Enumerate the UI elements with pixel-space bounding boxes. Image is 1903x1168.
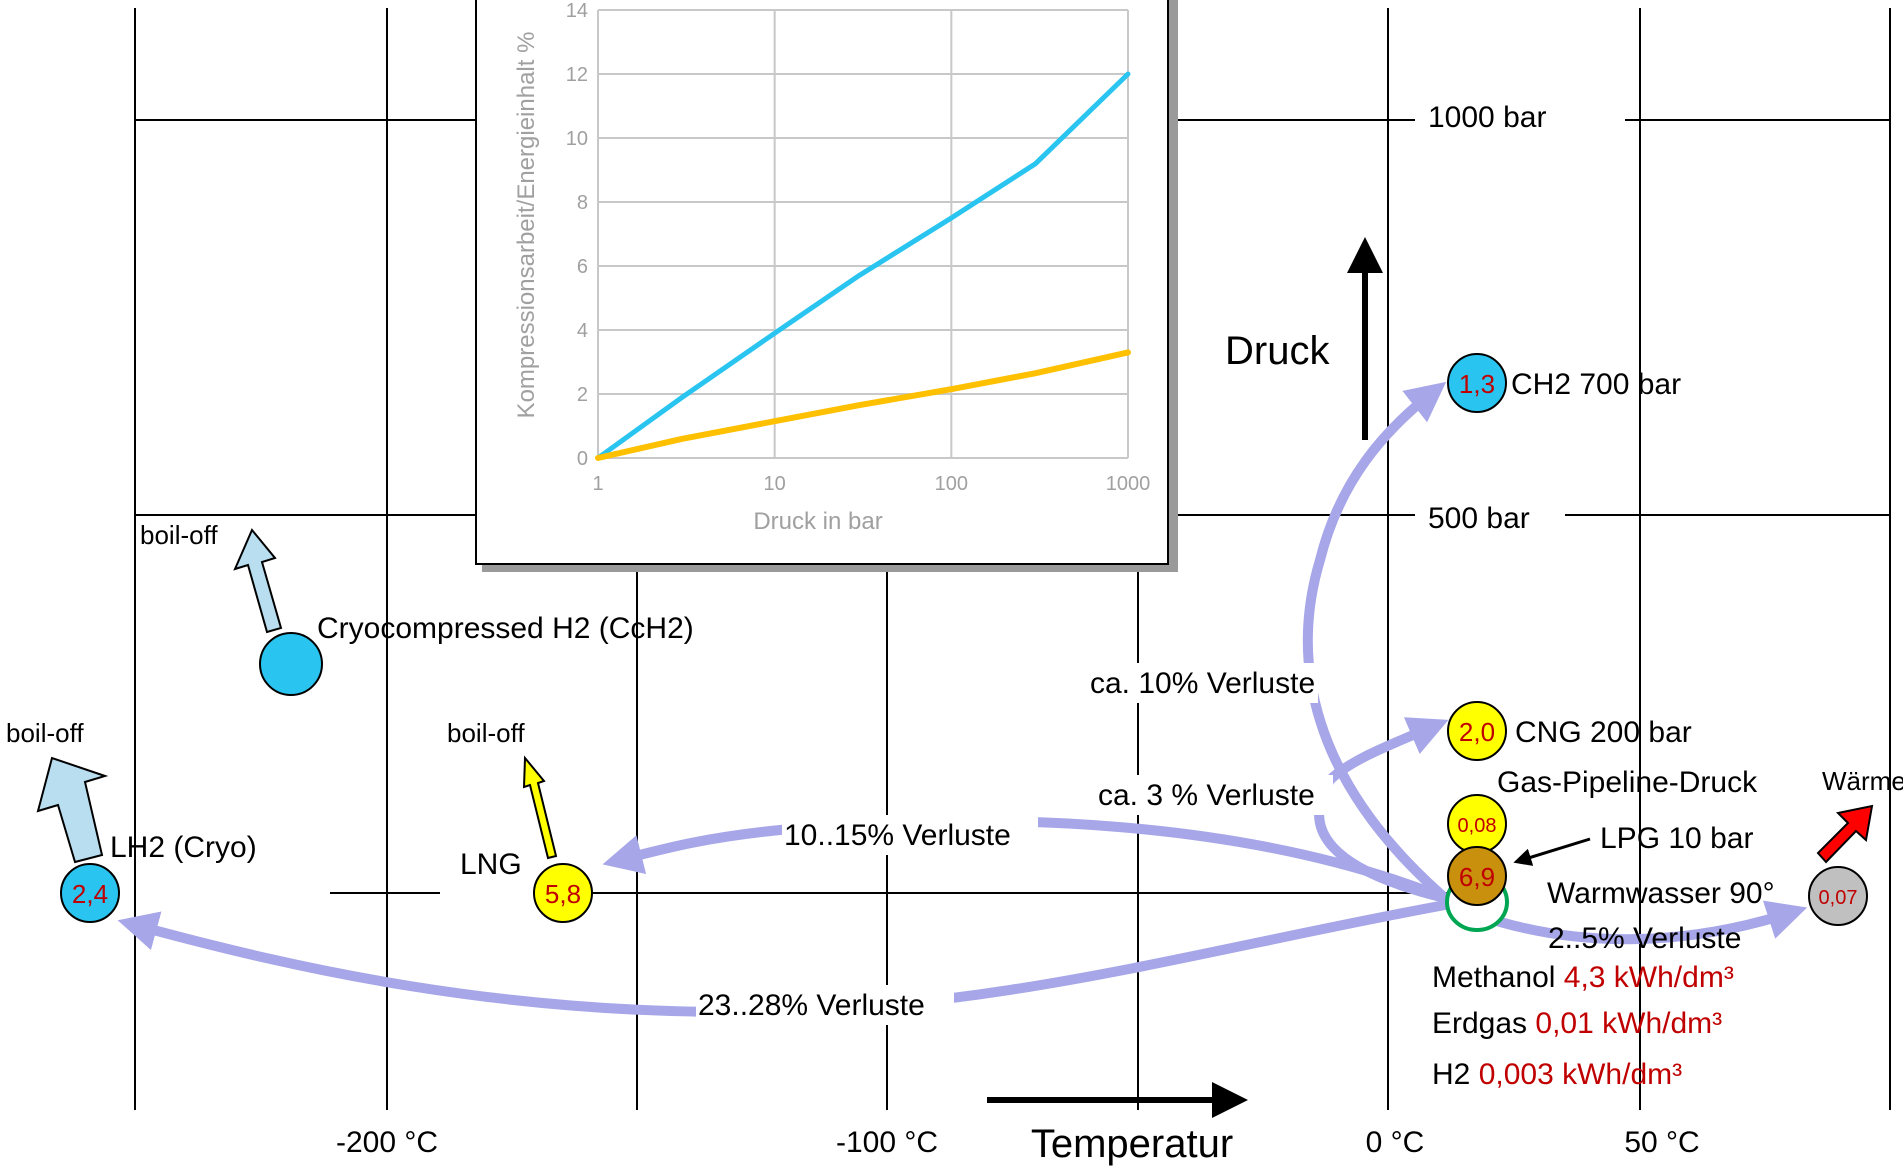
- label-pipeline: Gas-Pipeline-Druck: [1497, 766, 1758, 799]
- tick-minus200: -200 °C: [336, 1126, 438, 1159]
- inset-ytick-label: 4: [577, 320, 588, 342]
- temperature-tick-labels: -200 °C -100 °C 0 °C 50 °C: [336, 1126, 1700, 1159]
- label-lng: LNG: [460, 848, 522, 881]
- marker-lh2-value: 2,4: [72, 879, 108, 909]
- inset-series-line-1: [595, 71, 1131, 461]
- label-ch2: CH2 700 bar: [1511, 368, 1681, 401]
- marker-lng-value: 5,8: [545, 879, 581, 909]
- density-h2-name: H2: [1432, 1058, 1470, 1091]
- tick-minus100: -100 °C: [836, 1126, 938, 1159]
- flow-to-ch2: [1302, 381, 1450, 903]
- density-erdgas-name: Erdgas: [1432, 1007, 1527, 1040]
- loss-label-lng: 10..15% Verluste: [784, 819, 1011, 852]
- loss-label-lh2: 23..28% Verluste: [698, 989, 925, 1022]
- marker-lpg-value: 6,9: [1459, 862, 1495, 892]
- boil-off-label-cch2: boil-off: [140, 520, 218, 550]
- marker-lpg: [1447, 846, 1507, 906]
- inset-chart-xlabel: Druck in bar: [753, 508, 882, 535]
- flow-to-warmwasser: [1473, 900, 1808, 945]
- inset-xtick-label: 100: [935, 473, 968, 495]
- inset-ytick-label: 2: [577, 384, 588, 406]
- density-methanol: Methanol 4,3 kWh/dm³: [1432, 961, 1734, 994]
- marker-cng: [1447, 701, 1507, 761]
- temperature-axis-label: Temperatur: [1031, 1122, 1233, 1166]
- inset-chart-frame: [475, 0, 1169, 565]
- boil-off-labels: boil-off boil-off boil-off Wärme: [6, 520, 1903, 796]
- pressure-tick-labels: 1000 bar 500 bar: [1428, 101, 1546, 535]
- inset-chart-ylabel: Kompressionsarbeit/Energieinhalt %: [513, 32, 540, 419]
- marker-warmwasser-value: 0,07: [1819, 887, 1858, 909]
- inset-chart-grid: [597, 9, 1129, 459]
- density-h2-value: 0,003 kWh/dm³: [1479, 1058, 1682, 1091]
- tick-50: 50 °C: [1624, 1126, 1699, 1159]
- tick-500bar: 500 bar: [1428, 502, 1530, 535]
- inset-chart: 0 2 4 6 8 10 12 14 1 10 100 1000 Druck in bar Kompr…: [475, 0, 1178, 572]
- marker-pipeline-value: 0,08: [1458, 815, 1497, 837]
- inset-xtick-label: 1: [592, 473, 603, 495]
- loss-label-ch2: ca. 10% Verluste: [1090, 667, 1315, 700]
- tick-1000bar: 1000 bar: [1428, 101, 1546, 134]
- loss-label-warmwasser: 2..5% Verluste: [1548, 922, 1741, 955]
- label-lh2: LH2 (Cryo): [110, 831, 257, 864]
- lpg-pointer-arrow: [1513, 837, 1591, 866]
- label-cch2: Cryocompressed H2 (CcH2): [317, 612, 694, 645]
- density-h2: H2 0,003 kWh/dm³: [1432, 1058, 1682, 1091]
- boil-off-arrow-cch2: [233, 528, 283, 634]
- inset-chart-ticks: 0 2 4 6 8 10 12 14 1 10 100 1000: [566, 0, 1151, 495]
- marker-lh2: [60, 863, 120, 923]
- inset-ytick-label: 6: [577, 256, 588, 278]
- loss-label-cng: ca. 3 % Verluste: [1098, 779, 1315, 812]
- label-cng: CNG 200 bar: [1515, 716, 1692, 749]
- loss-labels: ca. 10% Verluste ca. 3 % Verluste 10..15…: [696, 663, 1741, 1025]
- boil-off-arrow-lh2: [36, 756, 109, 864]
- inset-series-line-2: [595, 349, 1131, 461]
- marker-ch2-value: 1,3: [1459, 369, 1495, 399]
- inset-ytick-label: 8: [577, 192, 588, 214]
- density-methanol-value: 4,3 kWh/dm³: [1564, 961, 1734, 994]
- tick-0: 0 °C: [1366, 1126, 1425, 1159]
- boil-off-arrows: [36, 528, 1874, 864]
- marker-cng-value: 2,0: [1459, 717, 1495, 747]
- density-erdgas: Erdgas 0,01 kWh/dm³: [1432, 1007, 1722, 1040]
- inset-xtick-label: 1000: [1106, 473, 1151, 495]
- label-lpg: LPG 10 bar: [1600, 822, 1753, 855]
- inset-xtick-label: 10: [764, 473, 786, 495]
- label-warmwasser: Warmwasser 90°: [1547, 877, 1775, 910]
- inset-ytick-label: 10: [566, 128, 588, 150]
- marker-warmwasser: [1808, 866, 1868, 926]
- density-methanol-name: Methanol: [1432, 961, 1555, 994]
- warme-arrow: [1816, 804, 1874, 864]
- marker-ch2: [1447, 353, 1507, 413]
- energy-density-legend: Methanol 4,3 kWh/dm³ Erdgas 0,01 kWh/dm³…: [1432, 961, 1734, 1091]
- inset-ytick-label: 12: [566, 64, 588, 86]
- inset-ytick-label: 0: [577, 448, 588, 470]
- boil-off-label-lng: boil-off: [447, 718, 525, 748]
- inset-ytick-label: 14: [566, 0, 588, 22]
- marker-cch2: [259, 632, 323, 696]
- pressure-axis-label: Druck: [1225, 329, 1330, 373]
- density-erdgas-value: 0,01 kWh/dm³: [1535, 1007, 1722, 1040]
- boil-off-arrow-lng: [522, 755, 558, 860]
- storage-markers: 1,3 CH2 700 bar 2,0 CNG 200 bar 0,08 Gas…: [60, 353, 1868, 932]
- waerme-label: Wärme: [1822, 766, 1903, 796]
- boil-off-label-lh2: boil-off: [6, 718, 84, 748]
- marker-lng: [533, 863, 593, 923]
- inset-chart-series: [595, 71, 1131, 461]
